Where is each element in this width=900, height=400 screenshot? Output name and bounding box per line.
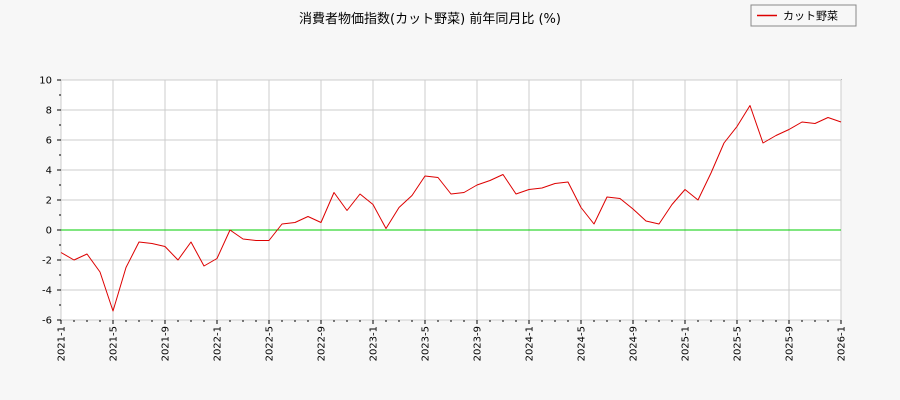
y-tick-label: 6 [46,136,52,147]
y-axis-ticks: -6 -4 -2 0 2 4 6 8 10 [39,76,61,327]
x-tick-label: 2025-9 [785,326,796,361]
y-tick-label: 4 [46,166,52,177]
x-tick-label: 2024-1 [525,326,536,361]
x-tick-label: 2021-9 [161,326,172,361]
series-line [60,105,842,312]
legend-box [750,4,857,27]
y-tick-label: 8 [46,106,52,117]
x-tick-label: 2022-1 [213,326,224,361]
series-lines [60,105,842,312]
chart-title: 消費者物価指数(カット野菜) 前年同月比 (%) [299,11,561,27]
x-tick-label: 2025-1 [681,326,692,361]
legend-label: カット野菜 [783,10,838,23]
y-tick-label: -2 [42,256,52,267]
y-tick-label: -4 [42,286,52,297]
x-tick-label: 2021-1 [57,326,68,361]
legend: カット野菜 [750,4,857,27]
x-tick-label: 2024-5 [577,326,588,361]
y-tick-label: 0 [46,226,52,237]
x-tick-label: 2024-9 [629,326,640,361]
x-tick-label: 2022-9 [317,326,328,361]
x-tick-label: 2025-5 [733,326,744,361]
x-tick-label: 2023-5 [421,326,432,361]
x-axis-ticks: 2021-1 2021-5 2021-9 2022-1 2022-5 2022-9 2023… [57,320,848,361]
x-tick-label: 2026-1 [837,326,848,361]
x-tick-label: 2023-9 [473,326,484,361]
x-tick-label: 2021-5 [109,326,120,361]
y-tick-label: 10 [39,76,52,87]
y-tick-label: 2 [46,196,52,207]
y-tick-label: -6 [42,316,52,327]
x-tick-label: 2022-5 [265,326,276,361]
x-tick-label: 2023-1 [369,326,380,361]
